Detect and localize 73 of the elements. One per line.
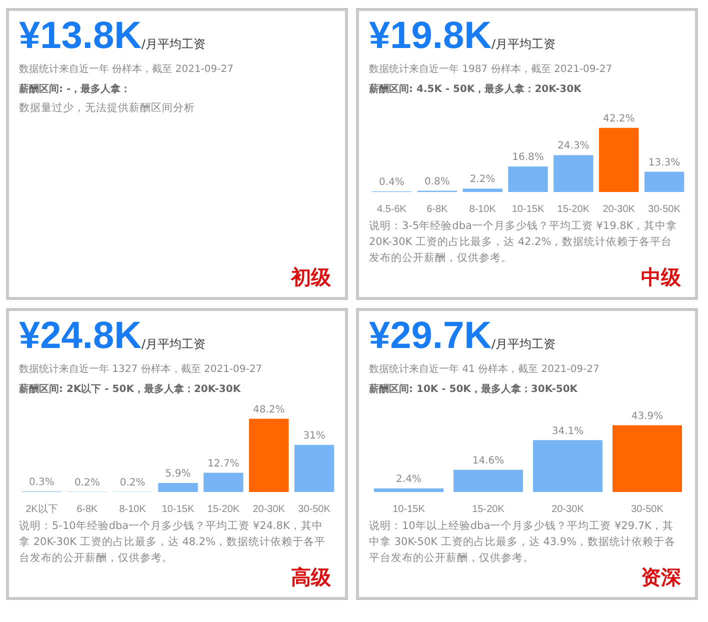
x-tick-label: 8-10K [469,204,496,215]
bar [533,440,602,492]
chart-subtitle: /月平均工资 [492,37,556,51]
data-label: 5.9% [165,468,191,480]
text: 说明：5-10年经验dba一个月多少钱？平均工资 ¥24.8K，其中拿 20K-30K 工资的占比最多，达 48.2%，数据统计依赖于各平台发布的公开薪酬，仅供参考。 [19,519,327,566]
data-label: 0.2% [74,477,100,488]
chart-title: ¥29.7K [369,315,492,357]
chart-title: ¥24.8K [19,315,142,357]
bar [554,155,594,192]
x-tick-label: 15-20K [472,504,505,515]
text: 薪酬区间: 4.5K - 50K，最多人拿：20K-30K [369,82,582,96]
x-tick-label: 8-10K [119,504,146,515]
chart-subtitle: /月平均工资 [142,337,206,351]
bar [249,418,289,492]
bar [462,188,502,192]
bar [644,172,684,192]
text: 高级 [289,564,333,591]
data-label: 0.3% [29,477,54,488]
text: 薪酬区间: 10K - 50K，最多人拿：30K-50K [369,382,579,396]
text: 初级 [289,264,333,291]
text: 数据统计来自近一年 份样本，截至 2021-09-27 [19,62,234,76]
data-label: 0.8% [424,176,450,188]
bar [612,425,682,492]
x-tick-label: 10-15K [392,504,426,515]
text: 薪酬区间: 2K以下 - 50K，最多人拿：20K-30K [19,382,242,396]
x-tick-label: 20-30K [552,504,584,515]
x-tick-label: 15-20K [207,504,240,515]
bar [158,483,198,492]
text: 数据统计来自近一年 1987 份样本，截至 2021-09-27 [369,62,614,76]
data-label: 31% [303,430,326,442]
data-label: 0.4% [379,176,404,188]
x-tick-label: 2K以下 [26,502,58,515]
data-label: 2.2% [470,174,496,186]
text: 薪酬区间: -，最多人拿： [19,82,132,96]
text: /月平均工资 [142,37,206,51]
data-label: 34.1% [552,426,584,437]
data-label: 13.3% [648,157,680,168]
bar [294,444,334,492]
text: 数据量过少，无法提供薪酬区间分析 [19,101,196,116]
data-label: 2.4% [396,474,422,485]
bar [204,472,244,492]
bar [454,470,523,492]
text: 中级 [639,264,683,291]
data-label: 43.9% [631,410,664,422]
text: 资深 [639,564,683,591]
bar [374,488,444,492]
x-tick-label: 6-8K [76,504,98,515]
text: 数据统计来自近一年 41 份样本，截至 2021-09-27 [369,362,600,376]
x-tick-label: 4.5-6K [376,204,407,215]
data-label: 48.2% [252,404,285,416]
text: ¥13.8K [19,15,142,57]
data-label: 42.2% [602,113,635,124]
chart-subtitle: /月平均工资 [492,337,556,351]
data-label: 16.8% [512,152,544,164]
x-tick-label: 30-50K [631,504,664,515]
data-label: 14.6% [472,455,504,466]
bar [599,128,639,192]
text: 数据统计来自近一年 1327 份样本，截至 2021-09-27 [19,362,264,376]
bar [508,166,548,192]
text: 说明：3-5年经验dba一个月多少钱？平均工资 ¥19.8K，其中拿 20K-30K 工资的占比最多，达 42.2%，数据统计依赖于各平台发布的公开薪酬，仅供参考。 [369,219,678,266]
x-tick-label: 10-15K [512,204,544,215]
x-tick-label: 6-8K [426,204,448,215]
data-label: 12.7% [208,458,240,470]
x-tick-label: 10-15K [162,504,194,515]
x-tick-label: 30-50K [298,504,331,515]
x-tick-label: 15-20K [557,204,590,215]
data-label: 24.3% [558,140,590,152]
x-tick-label: 20-30K [252,504,286,515]
text: 说明：10年以上经验dba一个月多少钱？平均工资 ¥29.7K，其中拿 30K-50K 工资的占比最多，达 43.9%，数据统计依赖于各平台发布的公开薪酬，仅供参考。 [369,519,677,566]
x-tick-label: 30-50K [648,204,681,215]
chart-title: ¥19.8K [369,15,492,57]
x-tick-label: 20-30K [602,204,636,215]
data-label: 0.2% [120,477,146,488]
